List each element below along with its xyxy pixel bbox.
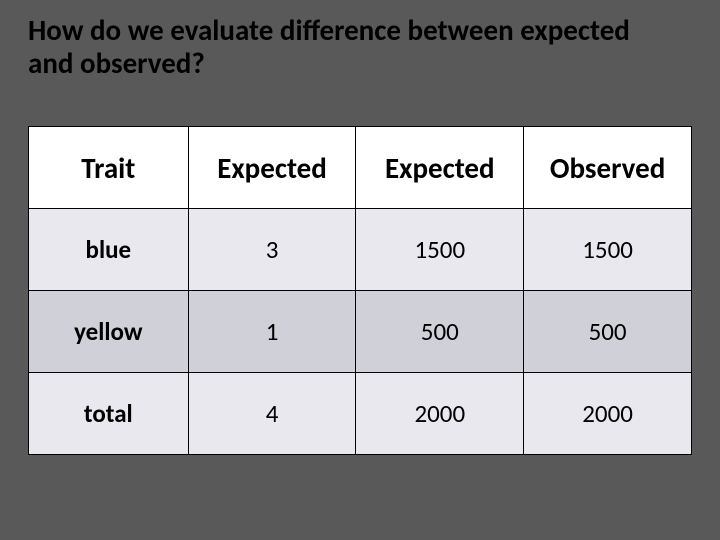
cell-expected-ratio: 3 <box>188 209 356 291</box>
cell-trait: blue <box>29 209 189 291</box>
col-header-expected1: Expected <box>188 127 356 209</box>
table-header-row: Trait Expected Expected Observed <box>29 127 692 209</box>
cell-expected-count: 1500 <box>356 209 524 291</box>
cell-trait: total <box>29 373 189 455</box>
cell-expected-count: 2000 <box>356 373 524 455</box>
cell-expected-count: 500 <box>356 291 524 373</box>
cell-observed: 500 <box>524 291 692 373</box>
col-header-trait: Trait <box>29 127 189 209</box>
table-row: total 4 2000 2000 <box>29 373 692 455</box>
slide-title: How do we evaluate difference between ex… <box>28 14 668 81</box>
col-header-expected2: Expected <box>356 127 524 209</box>
cell-expected-ratio: 4 <box>188 373 356 455</box>
col-header-observed: Observed <box>524 127 692 209</box>
cell-expected-ratio: 1 <box>188 291 356 373</box>
cell-observed: 2000 <box>524 373 692 455</box>
table-row: yellow 1 500 500 <box>29 291 692 373</box>
cell-observed: 1500 <box>524 209 692 291</box>
data-table: Trait Expected Expected Observed blue 3 … <box>28 126 692 455</box>
cell-trait: yellow <box>29 291 189 373</box>
table-row: blue 3 1500 1500 <box>29 209 692 291</box>
